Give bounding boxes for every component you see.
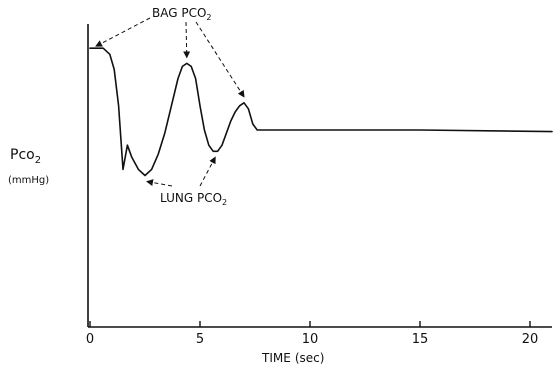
annotation-arrows	[95, 17, 245, 187]
y-axis-label: Pco2	[10, 147, 41, 166]
annotation-arrow-0-2	[195, 21, 245, 98]
annotation-arrow-0-1	[183, 21, 191, 59]
annotation-bag-pco2: BAG PCO2	[152, 6, 212, 22]
annotation-arrow-1-0	[146, 179, 173, 187]
x-ticks: 0 5 10 15 20	[86, 321, 538, 347]
y-axis-unit: (mmHg)	[8, 175, 49, 186]
annotation-arrow-1-1	[199, 156, 216, 187]
annotation-lung-pco2: LUNG PCO2	[160, 191, 227, 207]
x-tick-label-0: 0	[86, 332, 94, 347]
x-tick-label-5: 5	[196, 332, 204, 347]
x-tick-label-10: 10	[302, 332, 319, 347]
series-line-pco2	[89, 47, 553, 177]
annotation-arrow-0-0	[95, 17, 151, 47]
x-tick-label-15: 15	[412, 332, 429, 347]
x-axis-label: TIME (sec)	[261, 351, 324, 365]
x-tick-label-20: 20	[522, 332, 539, 347]
